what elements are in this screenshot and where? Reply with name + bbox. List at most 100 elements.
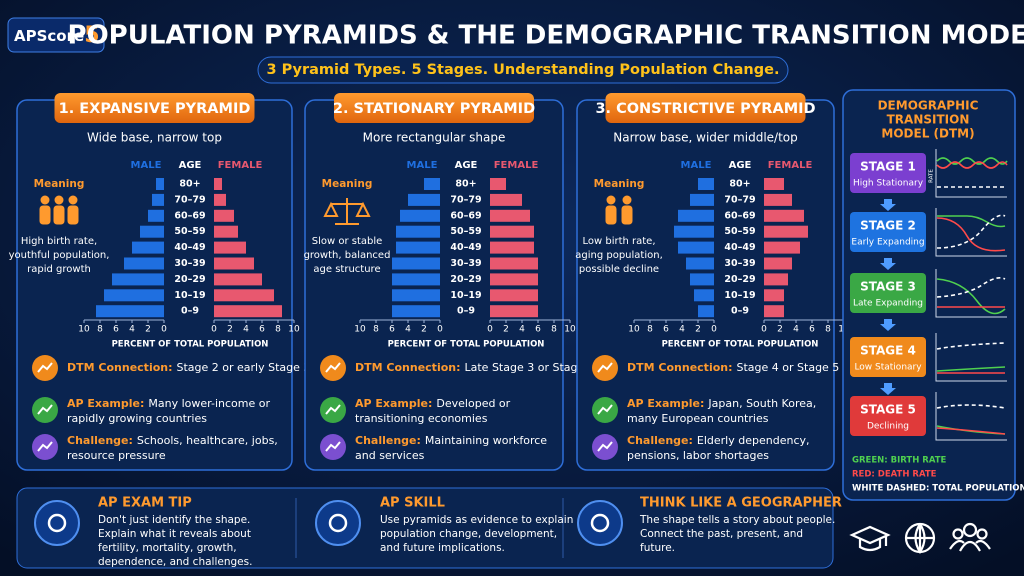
bottom-icons (849, 522, 991, 555)
age-label: 60–69 (724, 210, 755, 221)
x-tick-label: 8 (825, 325, 831, 335)
legend-female: FEMALE (218, 160, 263, 171)
footer-icon (577, 500, 623, 546)
female-bar (490, 257, 538, 270)
mini-axes (935, 392, 1007, 441)
male-bar (690, 193, 714, 206)
age-label: 0–9 (731, 306, 749, 317)
stage-label: STAGE 1 (860, 160, 916, 174)
footer-box (16, 487, 834, 569)
item-glyph (597, 404, 613, 415)
female-bar (490, 209, 530, 222)
male-bar (686, 257, 714, 270)
x-tick-label: 10 (564, 325, 576, 335)
item-glyph (37, 362, 53, 373)
footer-title: THINK LIKE A GEOGRAPHER (640, 496, 842, 511)
meaning-icon (323, 198, 371, 225)
meaning-text: rapid growth (27, 264, 91, 275)
female-bar (214, 225, 238, 238)
female-bar (214, 241, 246, 254)
age-label: 70–79 (724, 194, 755, 205)
mini-chart (935, 149, 1008, 198)
people-icon (962, 522, 978, 538)
stage-arrow (880, 199, 896, 211)
footer-glyph (328, 513, 348, 533)
male-bar (104, 289, 164, 302)
x-tick-label: 6 (389, 325, 395, 335)
item-text: Challenge: Schools, healthcare, jobs, (67, 434, 278, 447)
item-line: Late Stage 3 or Stage 4 (465, 361, 595, 374)
meaning-text: age structure (313, 264, 380, 275)
person-head (40, 195, 50, 205)
item-text: many European countries (627, 412, 769, 425)
meaning-text: possible decline (579, 264, 659, 275)
logo: APScore5 (14, 23, 100, 48)
age-label: 10–19 (450, 290, 481, 301)
stage-name: Low Stationary (854, 363, 922, 373)
scale-icon (323, 198, 371, 225)
item-label: Challenge: (627, 434, 693, 447)
dtm-title: TRANSITION (887, 113, 970, 127)
footer-text: population change, development, (380, 528, 557, 540)
female-bar (490, 289, 538, 302)
male-bar (392, 305, 440, 318)
footer-text: future. (640, 542, 675, 554)
footer-title: AP SKILL (380, 496, 445, 511)
mini-axes (935, 149, 1007, 198)
male-bar (396, 225, 440, 238)
mini-curve (936, 161, 1008, 169)
male-bar (396, 241, 440, 254)
male-bar (124, 257, 164, 270)
x-tick-label: 8 (373, 325, 379, 335)
legend-male: MALE (407, 160, 438, 171)
meaning-text: Slow or stable (312, 236, 383, 247)
person-body (67, 205, 79, 225)
age-label: 80+ (729, 179, 750, 190)
female-bar (214, 178, 222, 190)
item-glyph (325, 362, 341, 373)
female-bar (490, 178, 506, 190)
stage-name: Late Expanding (853, 299, 923, 309)
subtitle-box (257, 56, 789, 84)
x-tick-label: 8 (647, 325, 653, 335)
mini-curve (936, 214, 1006, 249)
age-label: 0–9 (181, 306, 199, 317)
mini-chart (935, 269, 1007, 318)
age-label: 70–79 (174, 194, 205, 205)
age-header: AGE (179, 160, 202, 171)
stage-box (850, 337, 926, 377)
panel-subtitle: Narrow base, wider middle/top (613, 131, 798, 145)
age-header: AGE (455, 160, 478, 171)
x-tick-label: 6 (259, 325, 265, 335)
item-label: Challenge: (355, 434, 421, 447)
item-line: Developed or (436, 397, 510, 410)
age-label: 80+ (179, 179, 200, 190)
mini-curve (936, 157, 1008, 165)
meaning-label: Meaning (594, 178, 645, 190)
mini-chart (935, 392, 1007, 441)
item-line: Schools, healthcare, jobs, (137, 434, 278, 447)
mini-chart (935, 208, 1007, 257)
item-label: DTM Connection: (355, 361, 461, 374)
stage-arrow (880, 319, 896, 331)
x-tick-label: 8 (551, 325, 557, 335)
person-head (622, 195, 632, 205)
item-glyph (37, 404, 53, 415)
x-tick-label: 10 (288, 325, 300, 335)
female-bar (764, 289, 784, 302)
x-tick-label: 0 (437, 325, 443, 335)
x-tick-label: 8 (97, 325, 103, 335)
mini-curve (937, 215, 1006, 228)
x-axis-label: PERCENT OF TOTAL POPULATION (388, 340, 545, 350)
legend-male: MALE (131, 160, 162, 171)
age-label: 20–29 (450, 274, 481, 285)
people-bodies (949, 539, 991, 552)
item-label: Challenge: (67, 434, 133, 447)
meaning-text: aging population, (575, 250, 663, 261)
female-bar (214, 209, 234, 222)
item-text: DTM Connection: Stage 4 or Stage 5 (627, 361, 839, 374)
item-text: Challenge: Elderly dependency, (627, 434, 810, 447)
female-bar (490, 241, 534, 254)
female-bar (764, 209, 804, 222)
